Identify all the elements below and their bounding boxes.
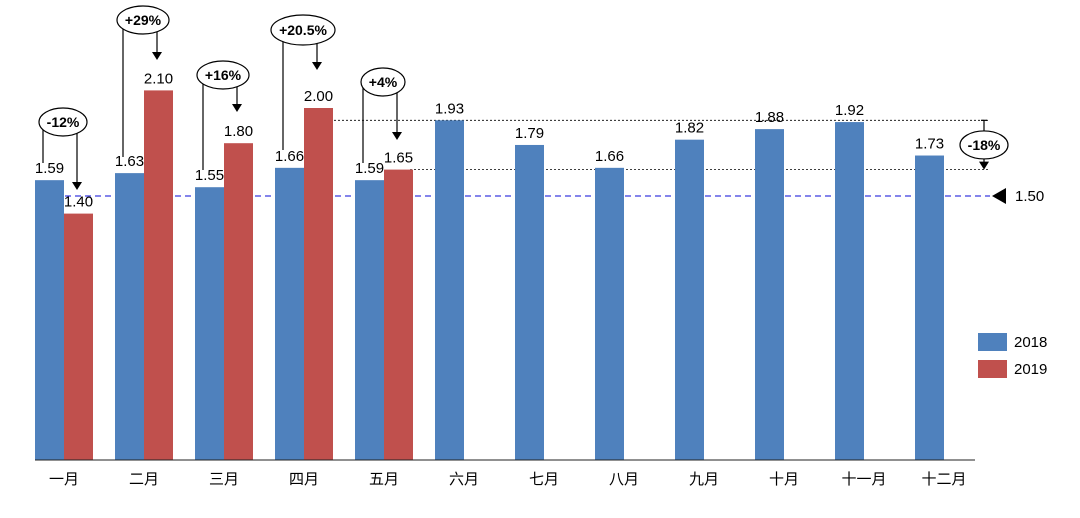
value-label-2019-2: 2.10: [144, 70, 173, 87]
annotation-text-3: +16%: [205, 67, 242, 83]
annotation-ellipse-3: [196, 60, 250, 90]
value-label-2019-3: 1.80: [224, 123, 253, 140]
annotation-arrow-head-5: [392, 132, 402, 140]
bar-2018-7: [515, 144, 544, 460]
value-label-2018-2: 1.63: [115, 153, 144, 170]
bar-2018-2: [115, 173, 144, 460]
x-tick-label-4: 四月: [289, 470, 319, 488]
annotation-arrow-head-3: [232, 104, 242, 112]
annotation-arrow-head-4: [312, 62, 322, 70]
annotation-ellipse-1: [38, 107, 88, 137]
bar-2019-5: [384, 169, 413, 460]
value-label-2018-9: 1.82: [675, 120, 704, 137]
range-annotation-ellipse: [959, 130, 1009, 160]
value-label-2019-1: 1.40: [64, 194, 93, 211]
annotation-ellipse-5: [360, 67, 406, 97]
bar-2018-11: [835, 122, 864, 460]
value-label-2019-4: 2.00: [304, 88, 333, 105]
x-tick-label-2: 二月: [129, 470, 159, 488]
value-label-2018-1: 1.59: [35, 160, 64, 177]
x-tick-label-1: 一月: [49, 470, 79, 488]
bar-2019-3: [224, 143, 253, 460]
x-tick-label-6: 六月: [449, 470, 479, 488]
value-label-2018-8: 1.66: [595, 148, 624, 165]
bar-2019-1: [64, 213, 93, 460]
value-label-2018-6: 1.93: [435, 100, 464, 117]
bar-2018-8: [595, 167, 624, 460]
value-label-2018-5: 1.59: [355, 160, 384, 177]
annotation-text-1: -12%: [47, 114, 80, 130]
value-labels-layer: 1.591.401.632.101.551.801.662.001.591.65…: [35, 70, 944, 210]
x-axis: 一月 二月 三月 四月 五月 六月 七月 八月 九月 十月 十一月 十二月: [35, 459, 975, 488]
bar-2018-12: [915, 155, 944, 460]
bar-2018-4: [275, 167, 304, 460]
bar-2018-9: [675, 139, 704, 460]
value-label-2018-12: 1.73: [915, 136, 944, 153]
x-tick-label-9: 九月: [689, 470, 719, 488]
legend-label-2019: 2019: [1014, 361, 1047, 378]
annotation-text-2: +29%: [125, 12, 162, 28]
annotation-ellipse-4: [270, 14, 336, 46]
bar-2018-10: [755, 129, 784, 460]
legend: 2018 2019: [978, 333, 1047, 378]
value-label-2019-5: 1.65: [384, 150, 413, 167]
legend-swatch-2019: [978, 360, 1007, 378]
x-tick-label-5: 五月: [369, 470, 399, 488]
annotation-arrow-head-2: [152, 52, 162, 60]
annotation-arrow-head-1: [72, 182, 82, 190]
annotation-text-5: +4%: [369, 74, 398, 90]
x-tick-label-12: 十二月: [921, 470, 966, 488]
bar-2019-4: [304, 108, 333, 460]
value-label-2018-7: 1.79: [515, 125, 544, 142]
annotation-ellipse-2: [116, 5, 170, 35]
range-annotation-arrow-icon: [979, 161, 989, 170]
x-tick-label-7: 七月: [529, 470, 559, 488]
bar-2018-1: [35, 180, 64, 460]
value-label-2018-10: 1.88: [755, 109, 784, 126]
bar-2018-5: [355, 180, 384, 460]
value-label-2018-11: 1.92: [835, 102, 864, 119]
bar-2019-2: [144, 90, 173, 461]
range-annotation-text: -18%: [968, 137, 1001, 153]
x-tick-label-11: 十一月: [841, 470, 886, 488]
bar-2018-6: [435, 120, 464, 460]
bar-2018-3: [195, 187, 224, 460]
reference-marker-icon: [992, 188, 1006, 204]
annotation-text-4: +20.5%: [279, 22, 327, 38]
x-tick-label-3: 三月: [209, 470, 239, 488]
reference-label: 1.50: [1015, 188, 1044, 205]
annotations-layer: -12% +29% +16% +20.5% +4% -18%: [38, 5, 1009, 190]
value-label-2018-4: 1.66: [275, 148, 304, 165]
x-tick-label-10: 十月: [769, 470, 799, 488]
bars-layer: [35, 90, 944, 461]
x-tick-label-8: 八月: [609, 470, 639, 488]
legend-label-2018: 2018: [1014, 334, 1047, 351]
value-label-2018-3: 1.55: [195, 167, 224, 184]
legend-swatch-2018: [978, 333, 1007, 351]
